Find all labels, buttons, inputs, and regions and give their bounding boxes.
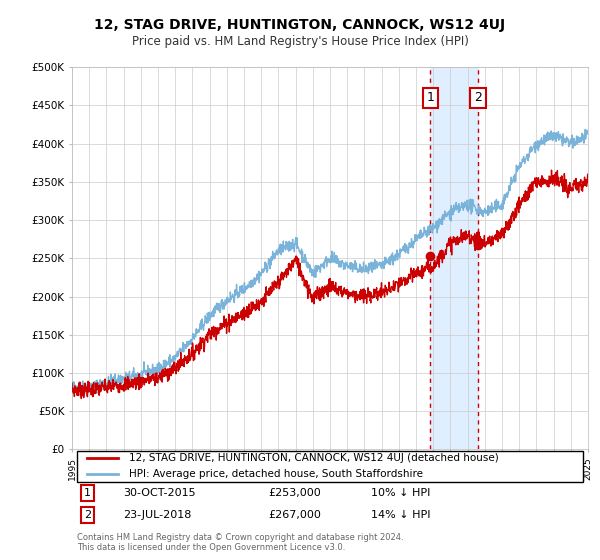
Text: £253,000: £253,000 <box>268 488 321 498</box>
Bar <box>430 67 478 450</box>
Text: 30-OCT-2015: 30-OCT-2015 <box>124 488 196 498</box>
FancyBboxPatch shape <box>77 451 583 482</box>
Text: 1: 1 <box>84 488 91 498</box>
Text: 12, STAG DRIVE, HUNTINGTON, CANNOCK, WS12 4UJ (detached house): 12, STAG DRIVE, HUNTINGTON, CANNOCK, WS1… <box>129 453 499 463</box>
Text: Contains HM Land Registry data © Crown copyright and database right 2024.
This d: Contains HM Land Registry data © Crown c… <box>77 533 404 552</box>
Text: £267,000: £267,000 <box>268 510 321 520</box>
Text: 12, STAG DRIVE, HUNTINGTON, CANNOCK, WS12 4UJ: 12, STAG DRIVE, HUNTINGTON, CANNOCK, WS1… <box>94 18 506 32</box>
Text: 10% ↓ HPI: 10% ↓ HPI <box>371 488 431 498</box>
Text: 14% ↓ HPI: 14% ↓ HPI <box>371 510 431 520</box>
Text: 2: 2 <box>84 510 91 520</box>
Text: 23-JUL-2018: 23-JUL-2018 <box>124 510 192 520</box>
Text: 1: 1 <box>427 91 434 104</box>
Text: 2: 2 <box>474 91 482 104</box>
Text: Price paid vs. HM Land Registry's House Price Index (HPI): Price paid vs. HM Land Registry's House … <box>131 35 469 49</box>
Text: HPI: Average price, detached house, South Staffordshire: HPI: Average price, detached house, Sout… <box>129 469 423 479</box>
